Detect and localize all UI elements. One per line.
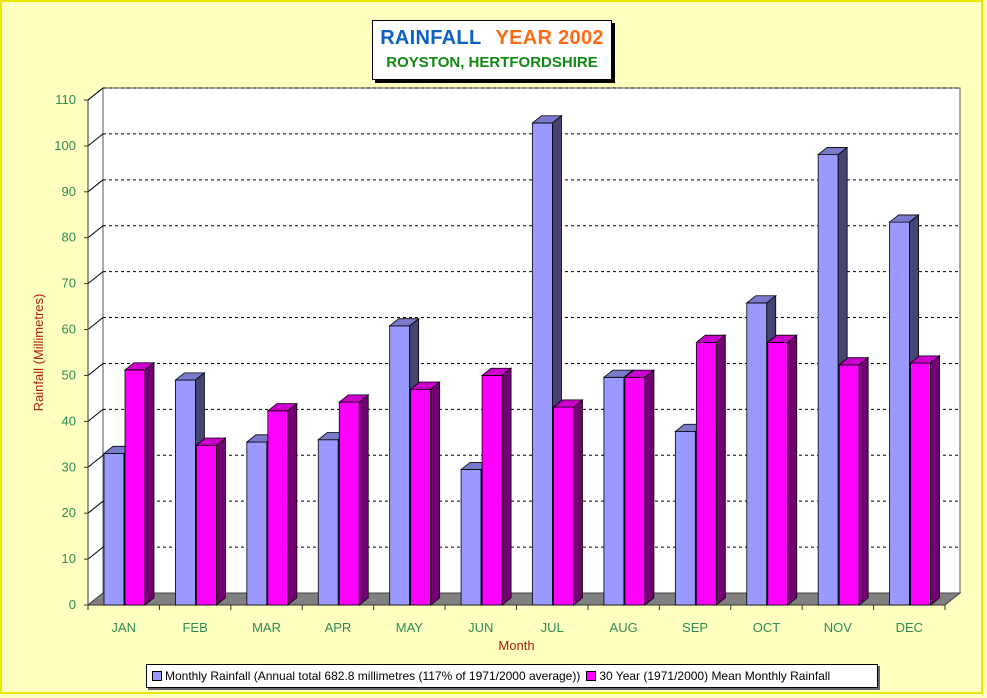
bar-side	[287, 402, 298, 606]
bar-side	[573, 399, 583, 606]
bar-mean-apr	[338, 401, 360, 606]
bar-side	[358, 394, 369, 606]
y-tick-label: 10	[62, 551, 76, 566]
chart-title-main: RAINFALL	[380, 27, 482, 49]
bar-mean-oct	[767, 341, 789, 606]
bar-mean-aug	[624, 376, 646, 606]
bar-mean-sep	[695, 341, 717, 606]
gridline-diagonal	[87, 546, 104, 560]
bar-side	[144, 361, 155, 606]
bar-side	[787, 334, 798, 606]
bar-side	[930, 355, 940, 606]
gridline-diagonal	[87, 179, 104, 193]
y-tick-label: 30	[62, 459, 76, 474]
bar-monthly-nov	[817, 154, 839, 606]
bar-monthly-mar	[246, 441, 268, 606]
bar-mean-may	[410, 388, 432, 606]
x-tick-label: DEC	[896, 620, 923, 635]
gridline-diagonal	[87, 500, 104, 514]
gridline-diagonal	[87, 271, 104, 285]
chart-legend: Monthly Rainfall (Annual total 682.8 mil…	[146, 664, 878, 688]
y-tick-label: 80	[62, 230, 76, 245]
legend-swatch-mean	[586, 671, 597, 681]
x-tick-label: SEP	[682, 620, 708, 635]
x-tick-label: OCT	[753, 620, 781, 635]
y-tick-label: 60	[62, 322, 76, 337]
x-tick-label: AUG	[610, 620, 638, 635]
y-tick-label: 50	[62, 367, 76, 382]
bar-side	[715, 334, 726, 606]
bar-side	[430, 381, 441, 606]
legend-label-monthly: Monthly Rainfall (Annual total 682.8 mil…	[165, 669, 581, 683]
bar-mean-mar	[267, 410, 289, 606]
bar-mean-jun	[481, 375, 503, 606]
bar-mean-dec	[910, 362, 931, 606]
x-tick-label: JUL	[541, 620, 564, 635]
bar-monthly-dec	[889, 221, 910, 606]
bar-monthly-sep	[674, 431, 696, 606]
gridline-diagonal	[87, 408, 104, 422]
x-tick-label: JAN	[111, 620, 136, 635]
x-tick-label: NOV	[824, 620, 853, 635]
legend-item-mean: 30 Year (1971/2000) Mean Monthly Rainfal…	[586, 669, 830, 683]
y-tick-label: 90	[62, 184, 76, 199]
y-tick-label: 110	[55, 92, 76, 107]
gridline-diagonal	[87, 454, 104, 468]
legend-label-mean: 30 Year (1971/2000) Mean Monthly Rainfal…	[599, 669, 831, 683]
gridline-diagonal	[87, 87, 104, 101]
gridline-diagonal	[87, 363, 104, 376]
bar-monthly-apr	[317, 439, 339, 606]
gridline-diagonal	[87, 133, 104, 147]
x-tick-label: MAR	[252, 620, 281, 635]
bar-side	[501, 367, 512, 606]
bar-monthly-oct	[746, 302, 768, 606]
y-tick-label: 0	[69, 597, 76, 612]
x-tick-label: FEB	[182, 620, 207, 635]
bar-mean-feb	[196, 444, 217, 606]
y-tick-label: 70	[62, 276, 76, 291]
x-axis-title: Month	[498, 638, 534, 653]
bar-side	[858, 356, 869, 606]
y-tick-label: 20	[62, 505, 76, 520]
bar-monthly-jun	[460, 469, 482, 606]
legend-swatch-monthly	[152, 671, 162, 681]
bar-monthly-jul	[532, 122, 553, 606]
x-tick-label: MAY	[396, 620, 424, 635]
chart-title: RAINFALL YEAR 2002	[373, 27, 611, 50]
chart-title-box: RAINFALL YEAR 2002 ROYSTON, HERTFORDSHIRE	[372, 20, 612, 80]
bar-mean-jul	[553, 406, 574, 606]
bar-monthly-feb	[175, 379, 196, 606]
bar-monthly-aug	[603, 376, 625, 606]
bar-side	[216, 437, 226, 606]
x-tick-label: APR	[325, 620, 352, 635]
bar-mean-nov	[838, 364, 860, 606]
y-tick-label: 40	[62, 413, 76, 428]
y-axis-title: Rainfall (Millimetres)	[31, 294, 46, 412]
bar-monthly-may	[389, 325, 411, 606]
bar-side	[644, 369, 655, 606]
gridline-diagonal	[87, 225, 104, 239]
legend-item-monthly: Monthly Rainfall (Annual total 682.8 mil…	[152, 669, 580, 683]
y-tick-label: 100	[54, 138, 76, 153]
chart-subtitle: ROYSTON, HERTFORDSHIRE	[386, 54, 598, 71]
chart-title-year: YEAR 2002	[495, 27, 604, 49]
chart-side-wall	[87, 86, 104, 607]
gridline-diagonal	[87, 317, 104, 330]
bar-monthly-jan	[103, 453, 125, 606]
bar-mean-jan	[124, 369, 146, 606]
x-tick-label: JUN	[468, 620, 493, 635]
